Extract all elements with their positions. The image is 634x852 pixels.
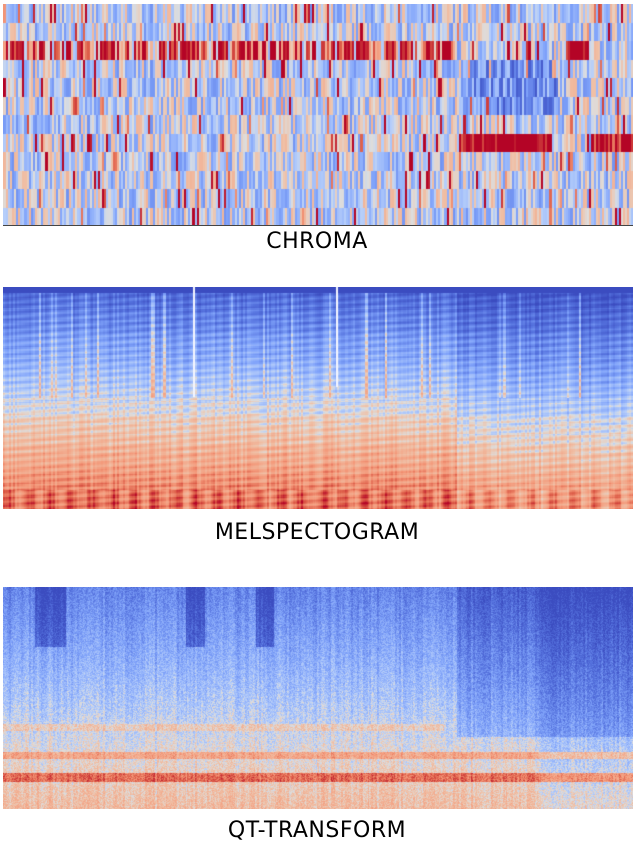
qt-transform-heatmap xyxy=(3,587,633,809)
chroma-title: CHROMA xyxy=(266,229,368,254)
chroma-heatmap xyxy=(3,4,633,226)
melspectogram-title: MELSPECTOGRAM xyxy=(214,520,420,545)
melspectogram-heatmap xyxy=(3,287,633,509)
melspectogram-canvas xyxy=(3,287,633,509)
qt-transform-canvas xyxy=(3,587,633,809)
chroma-canvas xyxy=(3,4,633,226)
qt-transform-title: QT-TRANSFORM xyxy=(227,818,407,843)
chroma-baseline xyxy=(3,225,633,226)
